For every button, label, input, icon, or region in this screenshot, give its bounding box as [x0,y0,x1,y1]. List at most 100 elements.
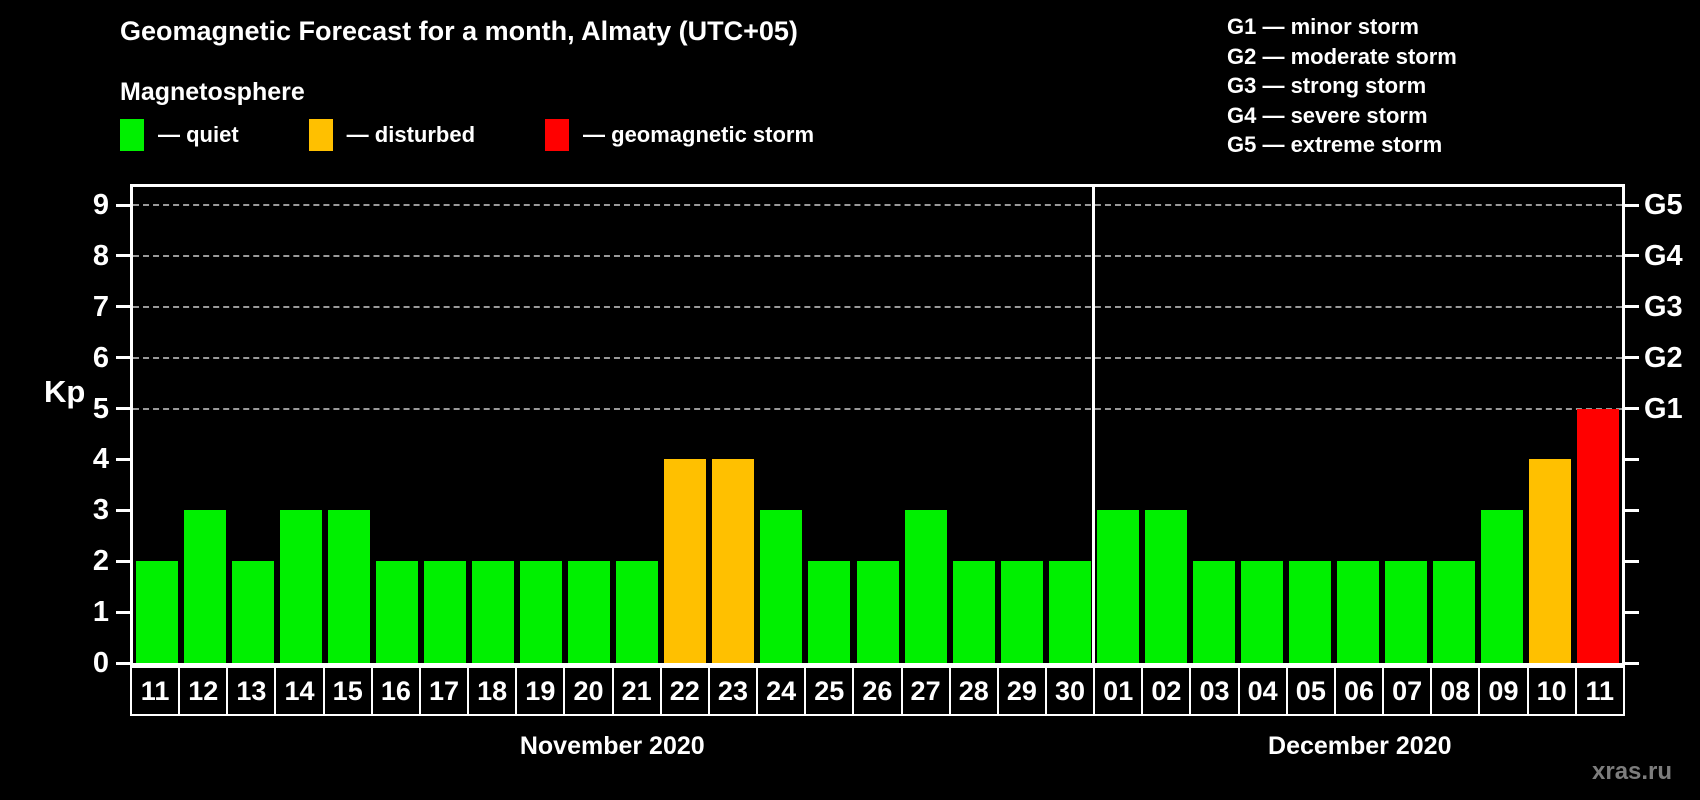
disturbed-color-swatch [308,119,333,151]
day-cell: 20 [563,666,614,716]
month-separator-line [1092,187,1096,663]
bar-day-25 [808,561,851,663]
day-cell: 07 [1382,666,1433,716]
day-cell: 21 [611,666,662,716]
bar-day-13 [232,561,275,663]
bar-day-26 [856,561,899,663]
y-axis-tick-label: 8 [92,239,109,272]
y-axis-tick-label: 6 [92,341,109,374]
bar-day-06 [1336,561,1379,663]
bar-day-20 [568,561,611,663]
x-axis-day-labels: 11 12 13 14 15 16 17 18 19 20 21 22 23 24 25 26 27 28 29 30… [130,666,1625,716]
day-cell: 05 [1285,666,1336,716]
bar-day-15 [328,510,371,663]
left-axis-tick [116,356,133,360]
month-label-november: November 2020 [519,732,705,760]
day-cell: 06 [1333,666,1385,716]
day-cell: 19 [515,666,566,716]
page-title: Geomagnetic Forecast for a month, Almaty… [120,16,798,46]
bar-day-28 [952,561,995,663]
day-cell: 03 [1189,666,1240,716]
day-cell: 14 [274,666,325,716]
legend-item-label: — quiet [158,122,239,147]
left-axis-tick [116,559,133,563]
bar-day-22 [664,459,707,663]
bar-day-11 [136,561,179,663]
y-axis-label: Kp [44,374,86,409]
bar-day-19 [520,561,563,663]
right-axis-tick [1622,356,1639,360]
legend-item-label: — geomagnetic storm [583,122,815,147]
bar-day-07 [1384,561,1427,663]
quiet-color-swatch [120,119,144,151]
bar-day-21 [616,561,659,663]
day-cell: 15 [322,666,373,716]
storm-color-swatch [545,119,570,151]
g-scale-label: G5 [1644,189,1683,221]
day-cell: 02 [1141,666,1192,716]
legend-item-quiet: — quiet [120,119,239,151]
storm-scale-item: G1 — minor storm [1227,14,1419,39]
watermark: xras.ru [1592,758,1673,785]
gridline-kp6 [133,356,1622,359]
day-cell: 24 [756,666,807,716]
gridline-kp5 [133,407,1622,410]
legend-item-storm: — geomagnetic storm [545,119,814,151]
day-cell: 27 [900,666,951,716]
magnetosphere-legend: — quiet — disturbed — geomagnetic storm [120,119,814,151]
bar-day-16 [376,561,419,663]
gridline-kp9 [133,204,1622,206]
day-cell: 12 [178,666,229,716]
day-cell: 09 [1478,666,1529,716]
y-axis-tick-label: 9 [92,189,109,221]
storm-scale-item: G3 — strong storm [1227,73,1427,98]
bar-day-04 [1240,561,1283,663]
day-cell: 01 [1093,666,1144,716]
y-axis-tick-label: 2 [92,545,109,578]
bar-day-27 [904,510,947,663]
bar-day-12 [184,510,227,663]
bar-day-24 [760,510,803,663]
day-cell: 04 [1237,666,1288,716]
y-axis-tick-label: 0 [92,647,109,679]
bar-day-29 [1000,561,1043,663]
right-axis-tick [1622,661,1639,665]
day-cell: 18 [467,666,518,716]
left-axis-tick [116,203,133,207]
y-axis-tick-label: 1 [92,596,109,629]
left-axis-tick [116,661,133,665]
bar-day-14 [280,510,323,663]
g-scale-label: G2 [1644,341,1683,374]
right-axis-tick [1622,610,1639,614]
y-axis-tick-label: 5 [92,392,109,425]
bar-day-09 [1480,510,1523,663]
day-cell: 28 [948,666,999,716]
left-axis-tick [116,610,133,614]
storm-scale-item: G5 — extreme storm [1227,132,1443,157]
day-cell: 17 [418,666,470,716]
plot-area: 0 1 2 3 4 5 6 7 8 9 G1 G2 G3 G4 G5 [93,184,1683,679]
y-axis-tick-label: 3 [92,494,109,527]
bar-day-08 [1432,561,1475,663]
day-cell: 08 [1430,666,1481,716]
right-axis-tick [1622,407,1639,411]
left-axis-tick [116,457,133,461]
day-cell: 22 [659,666,710,716]
bar-day-30 [1048,561,1091,663]
left-axis-tick [116,254,133,258]
gridline-kp8 [133,254,1622,257]
month-labels: November 2020 December 2020 [130,718,1625,761]
day-cell: 16 [370,666,421,716]
day-cell: 13 [226,666,277,716]
day-cell: 11 [1574,666,1625,716]
bar-day-02 [1144,510,1187,663]
g-scale-label: G3 [1644,290,1683,323]
bar-day-10 [1528,459,1571,663]
bar-day-01 [1096,510,1139,663]
gridline-kp7 [133,305,1622,308]
bar-day-17 [424,561,467,663]
g-scale-label: G4 [1644,239,1683,272]
storm-scale-legend: G1 — minor storm G2 — moderate storm G3 — … [1227,12,1457,160]
right-axis-tick [1622,457,1639,461]
